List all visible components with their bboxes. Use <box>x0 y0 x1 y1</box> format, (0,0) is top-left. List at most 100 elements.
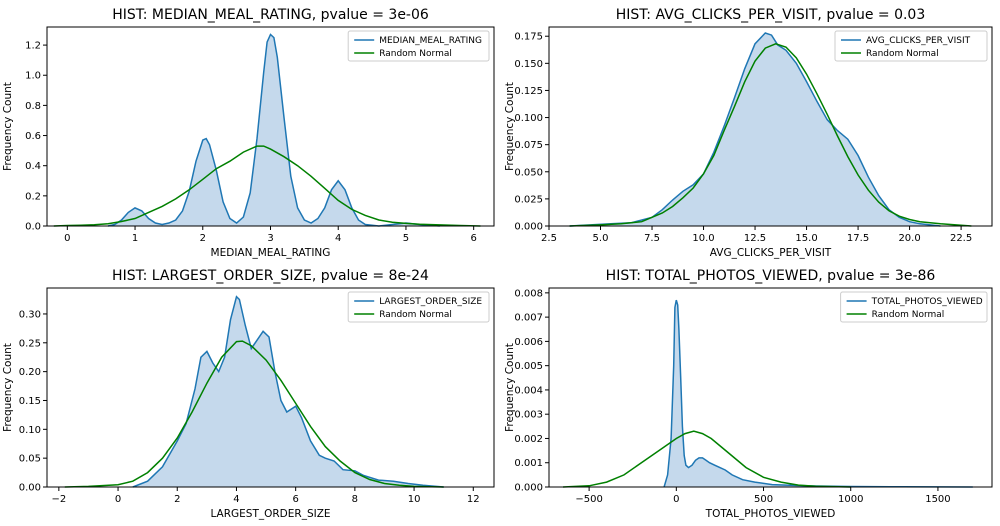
x-tick-label: 10.0 <box>692 233 714 244</box>
x-tick-label: 0 <box>115 494 121 505</box>
y-tick-label: 0.10 <box>19 425 41 436</box>
kde-line <box>132 295 444 488</box>
y-tick-label: 0.125 <box>514 86 543 97</box>
x-tick-label: 12 <box>467 494 480 505</box>
y-tick-label: 0.00 <box>19 483 41 494</box>
y-tick-label: 0.008 <box>514 288 543 299</box>
y-tick-label: 1.2 <box>25 41 41 52</box>
x-tick-label: 10 <box>408 494 421 505</box>
y-tick-label: 0.002 <box>514 434 543 445</box>
x-tick-label: 2 <box>200 233 206 244</box>
x-tick-label: 6 <box>470 233 476 244</box>
legend: TOTAL_PHOTOS_VIEWED Random Normal <box>840 291 988 323</box>
y-tick-label: 0.007 <box>514 313 543 324</box>
normal-line <box>569 43 972 227</box>
x-axis-label: MEDIAN_MEAL_RATING <box>211 247 331 259</box>
legend-label: TOTAL_PHOTOS_VIEWED <box>871 297 983 307</box>
y-tick-label: 0.005 <box>514 361 543 372</box>
legend-label: AVG_CLICKS_PER_VISIT <box>866 36 971 46</box>
y-axis-label: Frequency Count <box>2 343 14 432</box>
x-tick-label: 0 <box>64 233 70 244</box>
y-tick-label: 0.006 <box>514 337 543 348</box>
x-tick-label: 1000 <box>838 494 863 505</box>
x-tick-label: 2.5 <box>541 233 557 244</box>
y-tick-label: 0.15 <box>19 396 41 407</box>
x-tick-label: 7.5 <box>644 233 660 244</box>
x-tick-label: 17.5 <box>847 233 869 244</box>
y-tick-label: 1.0 <box>25 71 41 82</box>
x-tick-label: −2 <box>51 494 66 505</box>
legend-box <box>834 30 988 62</box>
chart-title: HIST: TOTAL_PHOTOS_VIEWED, pvalue = 3e-8… <box>606 268 936 284</box>
x-tick-label: 2 <box>174 494 180 505</box>
legend: AVG_CLICKS_PER_VISIT Random Normal <box>834 30 988 62</box>
axes-frame <box>548 26 993 227</box>
y-axis-label: Frequency Count <box>504 343 516 432</box>
legend-label: Random Normal <box>379 310 452 320</box>
y-tick-label: 0.2 <box>25 191 41 202</box>
chart-title: HIST: AVG_CLICKS_PER_VISIT, pvalue = 0.0… <box>616 7 926 23</box>
y-tick-label: 0.075 <box>514 140 543 151</box>
x-tick-label: 0 <box>673 494 679 505</box>
y-tick-label: 0.0 <box>25 222 41 233</box>
x-tick-label: 1500 <box>925 494 950 505</box>
legend-label: Random Normal <box>872 310 945 320</box>
kde-fill-area <box>132 296 444 487</box>
y-tick-label: 0.001 <box>514 458 543 469</box>
subplot-2: 2.5 5.0 7.5 10.0 12.5 15.0 17.5 20.0 22.5 0.000 0.… <box>504 7 993 259</box>
legend-label: Random Normal <box>379 49 452 59</box>
subplot-1: 0 1 2 3 4 5 6 0.0 0.2 0.4 0.6 0.8 1.0 1.2 HIST: MEDIAN… <box>2 7 495 259</box>
x-axis-label: TOTAL_PHOTOS_VIEWED <box>705 508 836 520</box>
legend-box <box>347 291 490 323</box>
y-tick-label: 0.000 <box>514 483 543 494</box>
legend: LARGEST_ORDER_SIZE Random Normal <box>347 291 490 323</box>
x-axis-label: LARGEST_ORDER_SIZE <box>210 508 330 520</box>
legend-box <box>840 291 988 323</box>
x-tick-label: 4 <box>335 233 341 244</box>
legend: MEDIAN_MEAL_RATING Random Normal <box>347 30 490 62</box>
axes-frame <box>548 287 993 488</box>
chart-title: HIST: LARGEST_ORDER_SIZE, pvalue = 8e-24 <box>112 268 429 284</box>
normal-line <box>53 145 481 227</box>
kde-fill-area <box>108 34 440 226</box>
y-tick-label: 0.25 <box>19 338 41 349</box>
x-tick-label: 6 <box>292 494 298 505</box>
y-tick-label: 0.000 <box>514 222 543 233</box>
x-tick-label: 20.0 <box>898 233 920 244</box>
normal-line <box>562 430 851 488</box>
x-tick-label: −500 <box>575 494 602 505</box>
y-tick-label: 0.003 <box>514 410 543 421</box>
chart-title: HIST: MEDIAN_MEAL_RATING, pvalue = 3e-06 <box>112 7 429 23</box>
x-tick-label: 500 <box>754 494 773 505</box>
x-tick-label: 3 <box>267 233 273 244</box>
kde-fill-area <box>569 33 941 226</box>
y-tick-label: 0.175 <box>514 32 543 43</box>
legend-label: MEDIAN_MEAL_RATING <box>379 36 482 46</box>
y-tick-label: 0.050 <box>514 167 543 178</box>
y-tick-label: 0.004 <box>514 385 543 396</box>
x-tick-label: 5 <box>403 233 409 244</box>
y-tick-label: 0.20 <box>19 367 41 378</box>
y-tick-label: 0.05 <box>19 454 41 465</box>
kde-line <box>569 32 941 227</box>
x-axis-label: AVG_CLICKS_PER_VISIT <box>710 247 832 259</box>
y-tick-label: 0.4 <box>25 161 41 172</box>
subplot-3: −2 0 2 4 6 8 10 12 0.00 0.05 0.10 0.15 0.20 0.25 0.30 H… <box>2 268 495 520</box>
legend-label: Random Normal <box>866 49 939 59</box>
x-tick-label: 5.0 <box>593 233 609 244</box>
normal-line <box>64 340 444 488</box>
x-tick-label: 12.5 <box>744 233 766 244</box>
y-axis-label: Frequency Count <box>2 82 14 171</box>
x-tick-label: 15.0 <box>795 233 817 244</box>
x-tick-label: 22.5 <box>950 233 972 244</box>
y-tick-label: 0.30 <box>19 309 41 320</box>
y-tick-label: 0.100 <box>514 113 543 124</box>
legend-label: LARGEST_ORDER_SIZE <box>379 297 482 307</box>
y-tick-label: 0.150 <box>514 59 543 70</box>
y-tick-label: 0.025 <box>514 194 543 205</box>
y-tick-label: 0.8 <box>25 101 41 112</box>
y-axis-label: Frequency Count <box>504 82 516 171</box>
x-tick-label: 4 <box>233 494 239 505</box>
x-tick-label: 1 <box>132 233 138 244</box>
